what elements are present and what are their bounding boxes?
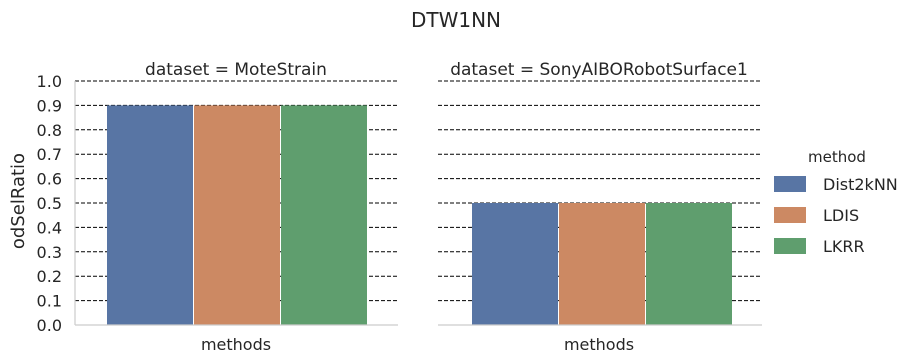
- x-axis-label: methods: [201, 335, 271, 354]
- y-tick-label: 0.6: [37, 170, 62, 189]
- y-tick-label: 0.0: [37, 316, 62, 335]
- bar-dist2knn: [107, 105, 193, 326]
- legend-label-ldis: LDIS: [823, 206, 859, 225]
- panel-motestrain: dataset = MoteStrain methods 0.0 0.1 0.2 0.…: [37, 60, 398, 354]
- x-axis-label: methods: [564, 335, 634, 354]
- legend-swatch-ldis: [774, 207, 806, 223]
- legend-swatch-lkrr: [774, 238, 806, 254]
- legend-swatch-dist2knn: [774, 176, 806, 192]
- panel-title: dataset = SonyAIBORobotSurface1: [450, 60, 748, 80]
- y-tick-label: 0.7: [37, 145, 62, 164]
- y-tick-label: 0.2: [37, 267, 62, 286]
- y-tick-label: 0.5: [37, 194, 62, 213]
- bar-ldis: [194, 105, 280, 326]
- legend-label-lkrr: LKRR: [823, 237, 865, 256]
- bar-lkrr: [646, 203, 732, 325]
- panel-sonyaiborobotsurface1: dataset = SonyAIBORobotSurface1 methods: [438, 60, 762, 354]
- y-tick-label: 0.8: [37, 121, 62, 140]
- bar-dist2knn: [472, 203, 558, 325]
- panel-title: dataset = MoteStrain: [145, 60, 327, 80]
- y-axis-label: odSelRatio: [8, 153, 29, 249]
- legend-label-dist2knn: Dist2kNN: [823, 175, 898, 194]
- bar-ldis: [559, 203, 645, 325]
- bar-lkrr: [281, 105, 367, 326]
- y-tick-label: 0.9: [37, 96, 62, 115]
- y-tick-label: 0.4: [37, 218, 62, 237]
- y-tick-label: 0.1: [37, 292, 62, 311]
- legend-title: method: [808, 148, 866, 166]
- y-tick-label: 0.3: [37, 243, 62, 262]
- chart-title: DTW1NN: [411, 8, 501, 32]
- y-tick-label: 1.0: [37, 72, 62, 91]
- legend: method Dist2kNN LDIS LKRR: [774, 148, 898, 256]
